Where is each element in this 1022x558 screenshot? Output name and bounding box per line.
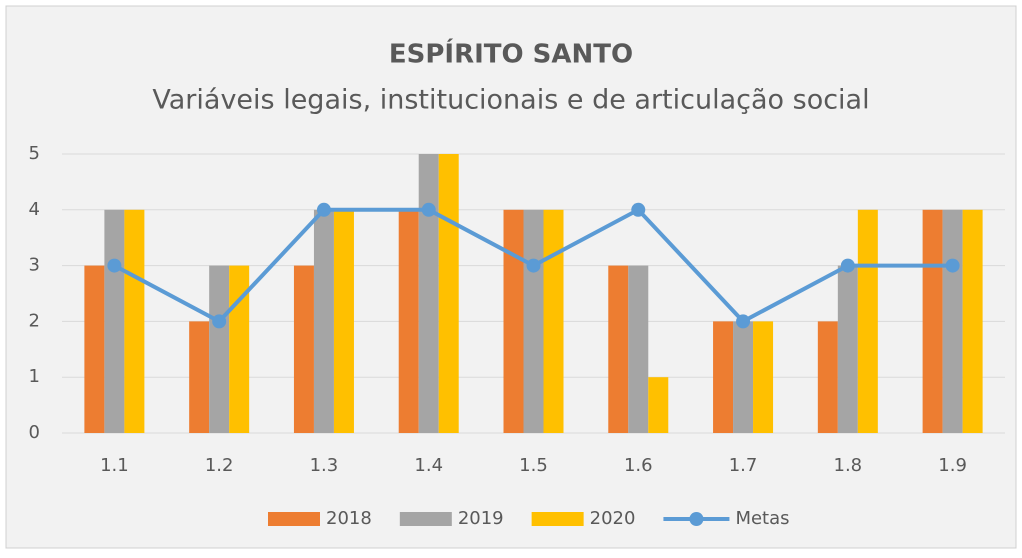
y-tick-label: 4 — [29, 199, 40, 220]
y-tick-label: 3 — [29, 255, 40, 276]
line-marker — [107, 258, 122, 273]
y-tick-label: 2 — [29, 310, 40, 331]
bar — [942, 209, 963, 433]
bar — [543, 209, 564, 433]
bar — [503, 209, 524, 433]
legend-swatch — [531, 512, 584, 526]
chart-subtitle: Variáveis legais, institucionais e de ar… — [152, 85, 869, 116]
bar — [333, 209, 354, 433]
chart-title: ESPÍRITO SANTO — [389, 38, 633, 70]
bar — [817, 321, 838, 433]
bar — [438, 154, 459, 433]
bar — [209, 265, 230, 433]
line-marker — [212, 314, 227, 329]
x-tick-label: 1.7 — [729, 455, 758, 476]
line-marker — [631, 202, 646, 217]
legend-label: 2020 — [590, 508, 636, 529]
x-tick-label: 1.5 — [519, 455, 548, 476]
legend-swatch — [399, 512, 452, 526]
bar — [733, 321, 754, 433]
bar — [104, 209, 125, 433]
x-tick-label: 1.6 — [624, 455, 653, 476]
x-tick-label: 1.1 — [100, 455, 129, 476]
bar — [608, 265, 629, 433]
line-marker — [736, 314, 751, 329]
line-marker — [526, 258, 541, 273]
bar — [713, 321, 734, 433]
x-tick-label: 1.4 — [414, 455, 443, 476]
bar — [124, 209, 145, 433]
legend-label: Metas — [735, 508, 789, 529]
bar — [628, 265, 649, 433]
legend-marker — [689, 512, 704, 526]
line-marker — [316, 202, 331, 217]
bar — [837, 265, 858, 433]
legend-label: 2019 — [458, 508, 504, 529]
x-tick-label: 1.3 — [310, 455, 339, 476]
bar — [84, 265, 105, 433]
bar — [962, 209, 983, 433]
y-tick-label: 5 — [29, 143, 40, 164]
y-tick-label: 0 — [29, 422, 40, 443]
bar — [418, 154, 439, 433]
bar — [313, 209, 334, 433]
line-marker — [421, 202, 436, 217]
bar — [922, 209, 943, 433]
x-tick-label: 1.9 — [938, 455, 967, 476]
x-tick-label: 1.2 — [205, 455, 234, 476]
line-marker — [840, 258, 855, 273]
x-tick-label: 1.8 — [834, 455, 863, 476]
legend-swatch — [268, 512, 320, 526]
bar — [523, 209, 544, 433]
legend-label: 2018 — [326, 508, 372, 529]
y-tick-label: 1 — [29, 366, 40, 387]
bar — [189, 321, 210, 433]
bar — [648, 377, 669, 433]
bar — [293, 265, 314, 433]
bar — [398, 209, 419, 433]
bar — [753, 321, 774, 433]
line-marker — [945, 258, 960, 273]
bar — [857, 209, 878, 433]
